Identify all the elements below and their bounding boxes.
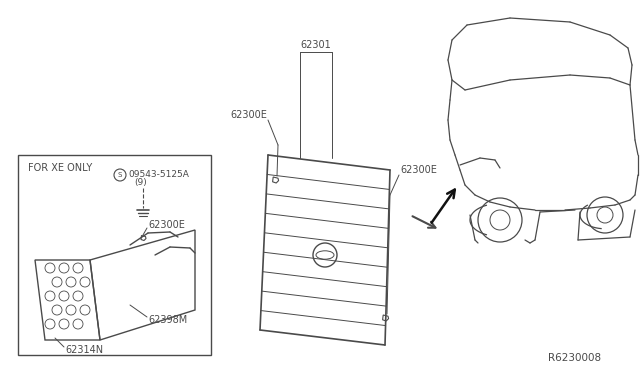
Text: 62314N: 62314N <box>65 345 103 355</box>
Text: 62301: 62301 <box>301 40 332 50</box>
Text: S: S <box>118 172 122 178</box>
Text: 62300E: 62300E <box>400 165 437 175</box>
Text: FOR XE ONLY: FOR XE ONLY <box>28 163 92 173</box>
Bar <box>18 155 211 355</box>
Text: (9): (9) <box>134 177 147 186</box>
Text: 62300E: 62300E <box>148 220 185 230</box>
Text: R6230008: R6230008 <box>548 353 601 363</box>
Text: 62300E: 62300E <box>230 110 267 120</box>
Text: 62398M: 62398M <box>148 315 188 325</box>
Text: 09543-5125A: 09543-5125A <box>128 170 189 179</box>
